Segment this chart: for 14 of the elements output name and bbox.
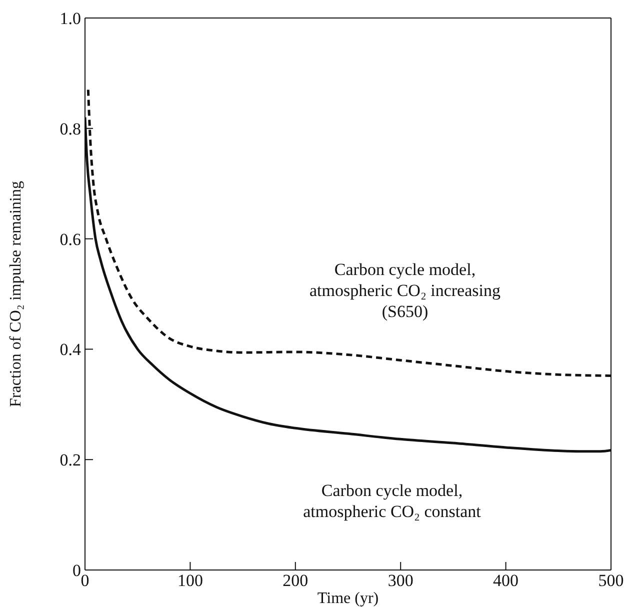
x-tick-label: 300 [388, 571, 414, 590]
x-tick-label: 100 [177, 571, 203, 590]
y-tick-label: 0.8 [60, 119, 81, 138]
y-tick-label: 0.6 [60, 230, 81, 249]
y-tick-label: 1.0 [60, 9, 81, 28]
annotation: Carbon cycle model, atmospheric CO₂ constant [303, 481, 482, 521]
x-tick-label: 500 [598, 571, 624, 590]
annotation: Carbon cycle model, atmospheric CO₂ increasing (S650) [310, 260, 501, 321]
x-tick-label: 400 [493, 571, 519, 590]
y-axis-title: Fraction of CO₂ impulse remaining [8, 181, 25, 407]
y-tick-label: 0.4 [60, 340, 82, 360]
y-tick-label: 0.2 [60, 450, 81, 470]
x-tick-label: 200 [282, 571, 308, 590]
x-axis-title: Time (yr) [317, 590, 379, 607]
